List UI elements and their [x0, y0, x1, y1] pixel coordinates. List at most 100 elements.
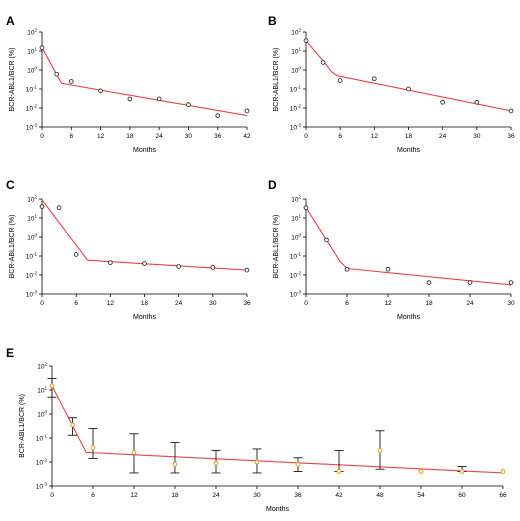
x-tick-label: 24: [175, 300, 183, 307]
x-tick-label: 60: [458, 492, 466, 499]
chart-panel-a: A 102 101 100 10-1 10-2 10-30 6 12 18 24 30 36 42 Mont…: [6, 14, 251, 154]
y-axis-label: BCR-ABL1/BCR (%): [9, 215, 16, 279]
y-tick-label: 10-2: [290, 104, 302, 113]
x-tick-label: 6: [345, 300, 349, 307]
chart-panel-c: C 102 101 100 10-1 10-2 10-30 6 12 18 24 30 36 Months…: [6, 178, 251, 321]
data-point: [303, 38, 309, 44]
y-tick-label: 102: [291, 28, 301, 37]
data-point: [474, 99, 480, 105]
data-point: [176, 264, 182, 269]
x-tick-label: 42: [335, 492, 343, 499]
y-tick-label: 10-1: [290, 252, 302, 261]
data-point: [377, 448, 383, 453]
panel-label: C: [6, 178, 15, 192]
y-axis-label: BCR-ABL1/BCR (%): [273, 48, 280, 112]
y-tick-label: 101: [27, 47, 37, 56]
data-point: [54, 71, 59, 77]
data-point: [440, 99, 446, 105]
y-tick-label: 10-1: [36, 434, 48, 443]
y-tick-label: 10-1: [26, 252, 38, 261]
panel-label: B: [268, 14, 277, 28]
data-point: [459, 469, 465, 474]
x-tick-label: 24: [439, 133, 447, 140]
data-point: [254, 459, 260, 465]
x-tick-label: 48: [376, 492, 384, 499]
data-point: [73, 252, 79, 257]
chart-panel-e: E 102 101 100 10-1 10-2 10-30 6 12 18 24 30 36 42 48 54…: [6, 346, 507, 513]
y-tick-label: 102: [27, 195, 37, 204]
data-point: [68, 79, 74, 84]
x-tick-label: 0: [304, 133, 308, 140]
data-point: [49, 383, 55, 389]
data-point: [324, 237, 329, 243]
x-tick-label: 6: [69, 133, 73, 140]
x-tick-label: 66: [499, 492, 507, 499]
chart-panel-d: D 102 101 100 10-1 10-2 10-30 6 12 18 24 30 Months BC…: [268, 178, 515, 321]
x-tick-label: 30: [209, 300, 217, 307]
data-point: [210, 265, 216, 270]
x-tick-label: 12: [371, 133, 379, 140]
x-tick-label: 0: [40, 300, 44, 307]
data-point: [127, 96, 133, 102]
x-axis-label: Months: [397, 147, 420, 154]
data-point: [426, 280, 432, 285]
y-axis-label: BCR-ABL1/BCR (%): [19, 394, 26, 458]
data-point: [508, 280, 514, 285]
data-point: [98, 88, 103, 94]
x-tick-label: 36: [507, 133, 515, 140]
y-tick-label: 100: [291, 233, 301, 242]
y-tick-label: 102: [27, 28, 37, 37]
data-point: [142, 261, 147, 266]
y-axis-label: BCR-ABL1/BCR (%): [273, 215, 280, 279]
data-point: [56, 205, 62, 211]
fit-curve: [305, 207, 512, 286]
x-tick-label: 30: [507, 300, 515, 307]
data-point: [337, 78, 343, 83]
data-point: [70, 422, 75, 428]
y-tick-label: 10-2: [36, 458, 48, 467]
data-point: [213, 460, 219, 466]
y-tick-label: 101: [291, 214, 301, 223]
y-tick-label: 10-3: [36, 482, 48, 491]
x-tick-label: 42: [243, 133, 251, 140]
data-point: [39, 45, 45, 51]
fit-curve: [51, 385, 504, 474]
x-tick-label: 30: [473, 133, 481, 140]
data-point: [172, 461, 178, 467]
x-tick-label: 0: [40, 133, 44, 140]
data-point: [215, 113, 221, 118]
data-point: [156, 96, 162, 102]
data-point: [371, 76, 377, 82]
y-axis-label: BCR-ABL1/BCR (%): [9, 48, 16, 112]
y-tick-label: 10-2: [26, 271, 38, 280]
x-axis-label: Months: [266, 506, 289, 513]
x-tick-label: 12: [97, 133, 105, 140]
y-tick-label: 10-1: [26, 85, 38, 94]
x-tick-label: 0: [50, 492, 54, 499]
x-axis-label: Months: [133, 147, 156, 154]
x-tick-label: 36: [294, 492, 302, 499]
x-tick-label: 18: [126, 133, 134, 140]
x-tick-label: 12: [107, 300, 115, 307]
y-tick-label: 10-3: [26, 290, 38, 299]
x-tick-label: 12: [384, 300, 392, 307]
panel-label: D: [268, 178, 277, 192]
x-tick-label: 6: [91, 492, 95, 499]
y-tick-label: 10-1: [290, 85, 302, 94]
x-axis-label: Months: [397, 314, 420, 321]
x-tick-label: 36: [214, 133, 222, 140]
y-tick-label: 101: [291, 47, 301, 56]
data-point: [385, 266, 391, 272]
data-point: [107, 260, 113, 265]
data-point: [406, 86, 411, 92]
chart-panel-b: B 102 101 100 10-1 10-2 10-30 6 12 18 24 30 36 Months…: [268, 14, 515, 154]
panel-label: E: [6, 346, 14, 360]
data-point: [131, 450, 137, 455]
y-tick-label: 100: [37, 410, 47, 419]
x-tick-label: 6: [74, 300, 78, 307]
x-tick-label: 18: [141, 300, 149, 307]
panel-label: A: [6, 14, 15, 28]
y-tick-label: 10-3: [290, 290, 302, 299]
x-tick-label: 54: [417, 492, 425, 499]
y-tick-label: 102: [37, 362, 47, 371]
